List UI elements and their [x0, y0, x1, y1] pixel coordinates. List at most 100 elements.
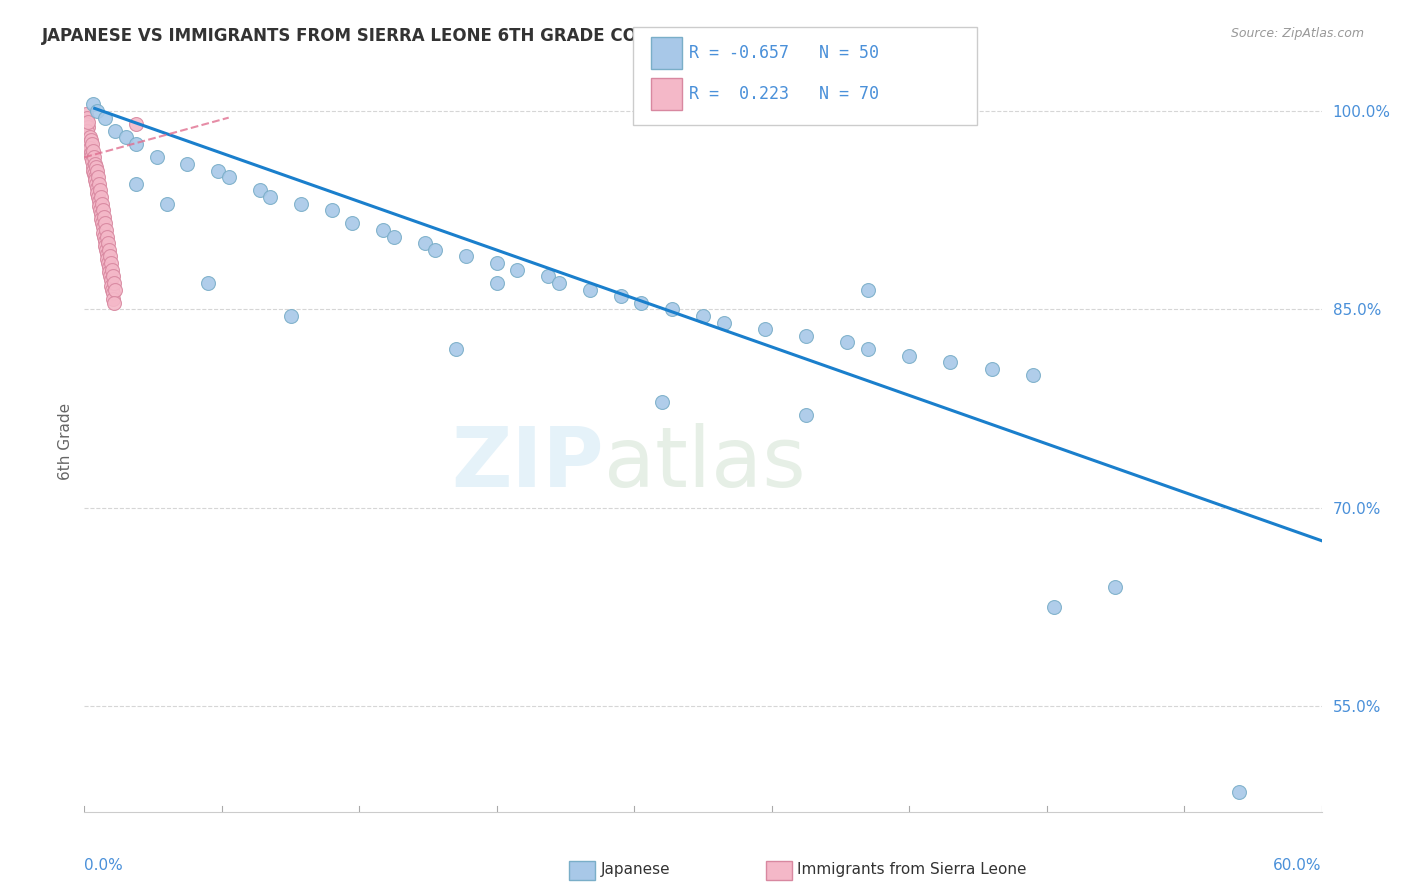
Point: [156, 196, 179, 211]
Point: [259, 190, 281, 204]
Point: [84, 160, 107, 174]
Point: [980, 361, 1002, 376]
Point: [79, 133, 101, 147]
Point: [79, 130, 101, 145]
Point: [485, 276, 508, 290]
Point: [94, 216, 117, 230]
Point: [692, 309, 714, 323]
Point: [91, 203, 114, 218]
Point: [373, 223, 395, 237]
Point: [83, 157, 105, 171]
Point: [98, 249, 121, 264]
Text: JAPANESE VS IMMIGRANTS FROM SIERRA LEONE 6TH GRADE CORRELATION CHART: JAPANESE VS IMMIGRANTS FROM SIERRA LEONE…: [42, 27, 811, 45]
Point: [382, 229, 405, 244]
Point: [87, 170, 110, 185]
Point: [103, 286, 125, 301]
Point: [96, 252, 118, 266]
Point: [77, 120, 100, 134]
Text: Source: ZipAtlas.com: Source: ZipAtlas.com: [1230, 27, 1364, 40]
Point: [90, 196, 112, 211]
Point: [145, 150, 167, 164]
Point: [90, 190, 112, 204]
Point: [547, 276, 569, 290]
Point: [94, 223, 117, 237]
Point: [125, 137, 148, 152]
Point: [898, 349, 921, 363]
Point: [76, 111, 98, 125]
Point: [754, 322, 776, 336]
Point: [82, 163, 104, 178]
Point: [114, 130, 136, 145]
Point: [609, 289, 631, 303]
Point: [86, 186, 108, 200]
Point: [94, 234, 117, 248]
Y-axis label: 6th Grade: 6th Grade: [58, 403, 73, 480]
Point: [80, 137, 103, 152]
Text: Immigrants from Sierra Leone: Immigrants from Sierra Leone: [797, 863, 1026, 877]
Point: [444, 342, 467, 356]
Point: [651, 395, 673, 409]
Text: atlas: atlas: [605, 423, 806, 504]
Point: [856, 283, 879, 297]
Point: [856, 342, 879, 356]
Point: [90, 207, 112, 221]
Point: [86, 103, 108, 118]
Point: [578, 283, 600, 297]
Point: [837, 335, 859, 350]
Point: [321, 203, 343, 218]
Point: [82, 97, 104, 112]
Point: [96, 229, 118, 244]
Point: [89, 183, 111, 197]
Point: [83, 168, 105, 182]
Point: [413, 236, 436, 251]
Text: ZIP: ZIP: [451, 423, 605, 504]
Point: [176, 157, 198, 171]
Point: [75, 117, 97, 131]
Point: [218, 170, 240, 185]
Point: [103, 276, 125, 290]
Point: [197, 276, 219, 290]
Point: [94, 111, 117, 125]
Point: [342, 216, 364, 230]
Text: R =  0.223   N = 70: R = 0.223 N = 70: [689, 85, 879, 103]
Point: [76, 124, 98, 138]
Point: [103, 295, 125, 310]
Point: [939, 355, 962, 369]
Point: [125, 117, 148, 131]
Point: [79, 141, 101, 155]
Point: [454, 249, 477, 264]
Point: [506, 262, 529, 277]
Point: [1042, 599, 1064, 614]
Point: [1104, 580, 1126, 594]
Point: [77, 137, 100, 152]
Point: [93, 229, 115, 244]
Point: [103, 292, 125, 306]
Point: [125, 177, 148, 191]
Point: [82, 160, 104, 174]
Point: [86, 163, 108, 178]
Point: [98, 269, 121, 284]
Point: [1022, 368, 1045, 383]
Point: [280, 309, 302, 323]
Point: [87, 177, 110, 191]
Point: [89, 203, 111, 218]
Point: [90, 216, 112, 230]
Point: [90, 212, 112, 227]
Point: [423, 243, 446, 257]
Point: [80, 154, 103, 169]
Point: [83, 173, 105, 187]
Point: [98, 265, 121, 279]
Point: [104, 283, 127, 297]
Point: [101, 283, 124, 297]
Point: [794, 408, 817, 422]
Point: [93, 210, 115, 224]
Point: [86, 180, 108, 194]
Point: [79, 146, 101, 161]
Point: [101, 262, 124, 277]
Point: [713, 316, 735, 330]
Point: [1227, 785, 1250, 799]
Point: [100, 273, 122, 287]
Point: [83, 170, 105, 185]
Point: [661, 302, 683, 317]
Point: [96, 247, 118, 261]
